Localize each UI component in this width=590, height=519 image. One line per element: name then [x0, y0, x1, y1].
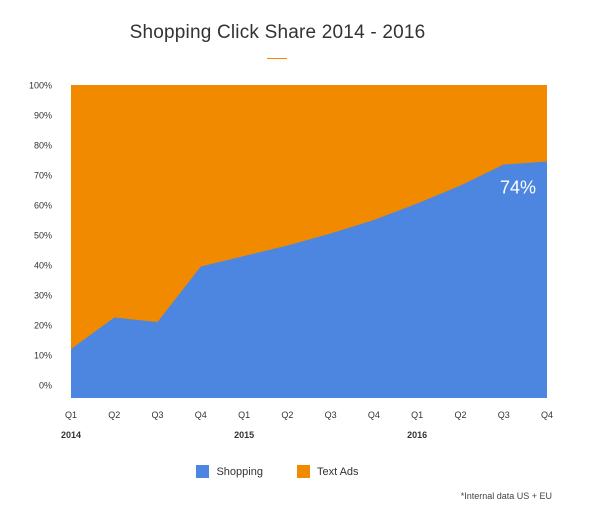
y-tick-label: 80% — [34, 141, 52, 151]
x-tick-label: Q1 — [65, 410, 77, 420]
y-axis: 0% 10% 20% 30% 40% 50% 60% 70% 80% 90% 100% — [29, 81, 52, 391]
title-underline — [267, 58, 287, 59]
year-label: 2014 — [61, 430, 81, 440]
y-tick-label: 10% — [34, 351, 52, 361]
y-tick-label: 30% — [34, 291, 52, 301]
y-tick-label: 40% — [34, 261, 52, 271]
legend-swatch-shopping — [196, 465, 210, 478]
x-tick-label: Q2 — [281, 410, 293, 420]
x-tick-label: Q4 — [541, 410, 553, 420]
annotations: 74% — [500, 178, 536, 198]
x-tick-label: Q3 — [325, 410, 337, 420]
y-tick-label: 60% — [34, 201, 52, 211]
area-shopping — [71, 161, 547, 398]
y-tick-label: 0% — [39, 381, 52, 391]
x-tick-label: Q2 — [108, 410, 120, 420]
footnote: *Internal data US + EU — [460, 491, 552, 501]
year-label: 2016 — [407, 430, 427, 440]
year-label: 2015 — [234, 430, 254, 440]
x-tick-label: Q4 — [195, 410, 207, 420]
chart-title: Shopping Click Share 2014 - 2016 — [129, 22, 426, 43]
x-tick-label: Q3 — [152, 410, 164, 420]
x-tick-label: Q3 — [498, 410, 510, 420]
plot-areas — [71, 85, 547, 398]
x-tick-label: Q2 — [454, 410, 466, 420]
y-tick-label: 90% — [34, 111, 52, 121]
legend: Shopping Text Ads — [0, 465, 555, 478]
legend-item-shopping: Shopping — [196, 465, 263, 478]
y-tick-label: 20% — [34, 321, 52, 331]
x-axis: Q1 Q2 Q3 Q4 Q1 Q2 Q3 Q4 Q1 Q2 Q3 Q4 2014 2015 2016 — [61, 410, 553, 440]
x-tick-label: Q1 — [411, 410, 423, 420]
legend-label-text-ads: Text Ads — [316, 465, 359, 478]
data-label-shopping: 74% — [500, 178, 536, 198]
y-tick-label: 50% — [34, 231, 52, 241]
legend-label-shopping: Shopping — [216, 465, 263, 478]
x-tick-label: Q1 — [238, 410, 250, 420]
legend-item-text-ads: Text Ads — [296, 465, 359, 478]
legend-swatch-text-ads — [296, 465, 310, 478]
y-tick-label: 70% — [34, 171, 52, 181]
y-tick-label: 100% — [29, 81, 52, 91]
x-tick-label: Q4 — [368, 410, 380, 420]
